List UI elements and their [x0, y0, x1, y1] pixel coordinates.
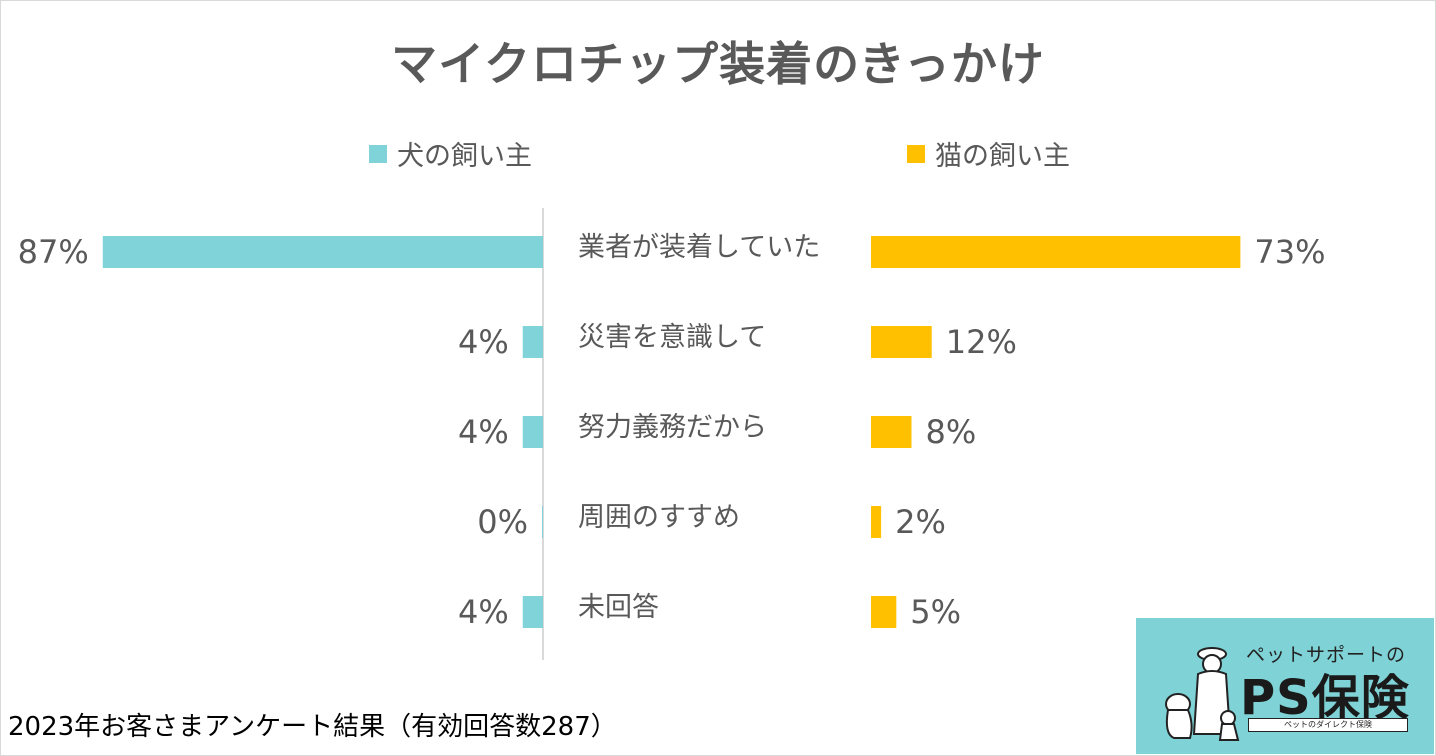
logo-subtitle: ペットサポートの [1246, 644, 1407, 666]
chart-title: マイクロチップ装着のきっかけ [391, 37, 1045, 91]
legend-swatch-dog [369, 144, 387, 163]
bar-cat [871, 236, 1241, 268]
legend-label-cat: 猫の飼い主 [935, 141, 1070, 172]
bar-dog [522, 416, 543, 448]
person-with-pets-icon [1165, 647, 1240, 741]
legend-item-dog: 犬の飼い主 [369, 134, 532, 173]
data-label-dog: 87% [18, 233, 89, 271]
bar-cat [871, 596, 897, 628]
bar-dog [102, 236, 543, 268]
bar-cat [871, 506, 882, 538]
data-label-dog: 0% [477, 503, 528, 541]
bar-dog [542, 506, 543, 538]
ps-hoken-logo: ペットサポートの PS保険 ペットのダイレクト保険 [1136, 618, 1434, 754]
bar-dog [522, 596, 543, 628]
data-label-cat: 12% [946, 323, 1017, 361]
data-label-dog: 4% [458, 593, 509, 631]
logo-tagline: ペットのダイレクト保険 [1248, 718, 1408, 732]
data-label-cat: 73% [1254, 233, 1325, 271]
category-label: 努力義務だから [578, 412, 767, 443]
data-label-cat: 8% [925, 413, 976, 451]
data-label-cat: 2% [895, 503, 946, 541]
bar-cat [871, 326, 932, 358]
legend-label-dog: 犬の飼い主 [397, 141, 532, 172]
data-label-dog: 4% [458, 413, 509, 451]
category-label: 周囲のすすめ [578, 502, 740, 533]
legend-swatch-cat [907, 144, 925, 163]
data-label-dog: 4% [458, 323, 509, 361]
category-label: 災害を意識して [578, 322, 766, 353]
logo-name: PS保険 [1240, 670, 1410, 726]
category-label: 業者が装着していた [578, 232, 820, 263]
data-label-cat: 5% [910, 593, 961, 631]
source-note: 2023年お客さまアンケート結果（有効回答数287） [8, 712, 617, 742]
category-label: 未回答 [578, 592, 659, 623]
bar-cat [871, 416, 912, 448]
butterfly-bar-chart: 87% 73% 業者が装着していた 4% 12% 災害を意識して 4% 8% 努力義務だから 0%… [18, 208, 1326, 660]
legend-item-cat: 猫の飼い主 [907, 134, 1070, 173]
bar-dog [522, 326, 543, 358]
